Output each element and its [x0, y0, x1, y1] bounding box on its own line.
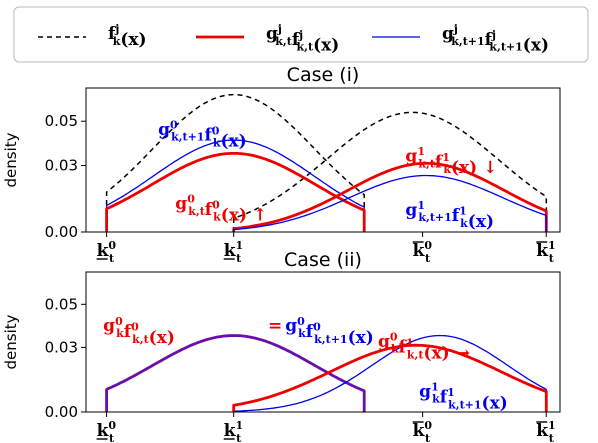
panel-title: Case (i) [287, 64, 360, 86]
annotation: g1 k,t+1f1 k(x) [405, 199, 494, 232]
svg-text:k0t: k0 t [413, 419, 433, 443]
annotation: g0 k,tf0 k(x) ↑ [175, 193, 267, 226]
svg-text:k1t: k1 t [536, 239, 555, 265]
series-line [232, 161, 548, 232]
series-line [232, 111, 548, 232]
legend-label: gj k,t+1fj k,t+1(x) [442, 23, 549, 56]
x-tick-label: k0 t [96, 239, 117, 265]
legend-box [13, 6, 589, 63]
y-axis-label: density [2, 132, 20, 187]
series-line [232, 343, 548, 412]
annotation: g0 kf1 k,t(x) → [378, 330, 470, 363]
annotation: g0 kf0 k,t+1(x) [285, 315, 374, 348]
x-tick-label: k1 t [536, 239, 556, 265]
x-tick-label: k0 t [412, 239, 433, 265]
series-line [105, 139, 365, 232]
svg-text:k1t: k1 t [224, 239, 243, 265]
y-tick-label: 0.00 [45, 403, 78, 421]
panel-case-ii: Case (ii) density 0.00 0.03 0.05 k0 t k1 t k0 t k1 t… [2, 249, 561, 443]
series-line [233, 174, 547, 232]
series-line [105, 334, 366, 412]
axes-frame [85, 271, 561, 413]
svg-text:k0t: k0 t [97, 419, 117, 443]
svg-text:k0t: k0 t [413, 239, 433, 265]
y-tick-label: 0.05 [45, 112, 78, 130]
svg-text:k1t: k1 t [224, 419, 243, 443]
legend-entry: gj k,tfj k,t(x) [196, 23, 339, 56]
y-axis-label: density [2, 314, 20, 369]
annotation: g1 k,tf1 k(x) ↓ [405, 145, 497, 178]
legend-entry: fj k(x) [38, 23, 147, 50]
y-tick-label: 0.03 [45, 338, 78, 356]
axes-frame [85, 87, 561, 233]
annotation: g1 kf1 k,t+1(x) [419, 380, 508, 413]
annotation: g0 k,t+1f0 k(x) [158, 119, 247, 152]
annotation: = [268, 316, 282, 336]
panel-case-i: Case (i) density 0.00 0.03 0.05 k0 t k1 t k0 t k1 t g… [2, 64, 561, 265]
legend: fj k(x) gj k,tfj k,t(x) gj k,t+1fj k,t+1(x) [13, 6, 589, 63]
series-line [233, 334, 547, 412]
y-tick-label: 0.03 [45, 157, 78, 175]
x-tick-label: k1 t [536, 419, 556, 443]
x-tick-label: k1 t [223, 239, 243, 265]
x-tick-label: k0 t [96, 419, 117, 443]
svg-text:k1t: k1 t [536, 419, 555, 443]
legend-label: fj k(x) [108, 23, 147, 50]
x-tick-label: k1 t [223, 419, 243, 443]
panel-title: Case (ii) [284, 249, 362, 271]
y-tick-label: 0.05 [45, 295, 78, 313]
annotation: g0 kf0 k,t(x) [103, 315, 175, 348]
y-tick-label: 0.00 [45, 223, 78, 241]
x-tick-label: k0 t [412, 419, 433, 443]
series-line [105, 152, 366, 232]
legend-label: gj k,tfj k,t(x) [266, 23, 339, 56]
svg-text:k0t: k0 t [97, 239, 117, 265]
legend-entry: gj k,t+1fj k,t+1(x) [372, 23, 549, 56]
